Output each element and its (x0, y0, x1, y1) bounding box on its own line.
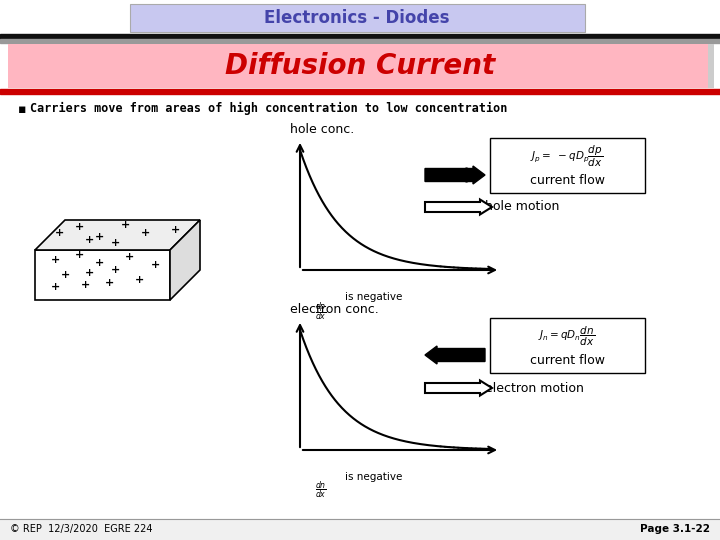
Text: © REP  12/3/2020  EGRE 224: © REP 12/3/2020 EGRE 224 (10, 524, 153, 534)
Bar (0, 34, 720, 39)
Text: +: + (105, 278, 114, 288)
Text: +: + (135, 275, 145, 285)
Text: +: + (95, 258, 104, 268)
Text: +: + (95, 232, 104, 242)
Text: +: + (76, 250, 85, 260)
Text: hole motion: hole motion (485, 200, 559, 213)
FancyArrow shape (425, 346, 485, 364)
Text: $\frac{dn}{dx}$: $\frac{dn}{dx}$ (315, 480, 327, 502)
Text: $J_p = \ -qD_p \dfrac{dp}{dx}$: $J_p = \ -qD_p \dfrac{dp}{dx}$ (531, 144, 603, 168)
Bar (0, 89, 720, 94)
Text: electron conc.: electron conc. (290, 303, 379, 316)
Bar (8, 44, 708, 88)
Text: +: + (110, 265, 120, 275)
Text: Diffusion Current: Diffusion Current (225, 52, 495, 80)
Text: +: + (81, 280, 89, 290)
Text: is negative: is negative (345, 292, 402, 302)
Text: +: + (125, 252, 135, 262)
Text: hole conc.: hole conc. (290, 123, 354, 136)
Text: electron motion: electron motion (485, 381, 584, 395)
Bar (490, 138, 645, 193)
Text: +: + (150, 260, 160, 270)
Text: +: + (55, 228, 65, 238)
FancyArrow shape (425, 199, 492, 214)
Text: current flow: current flow (529, 173, 605, 186)
Text: current flow: current flow (529, 354, 605, 367)
Text: +: + (86, 235, 94, 245)
Text: +: + (86, 268, 94, 278)
Text: $\frac{dp}{dx}$: $\frac{dp}{dx}$ (315, 300, 327, 323)
Bar (0, 39, 720, 43)
Text: +: + (171, 225, 179, 235)
Text: Electronics - Diodes: Electronics - Diodes (264, 9, 450, 27)
Text: +: + (50, 255, 60, 265)
Polygon shape (170, 220, 200, 300)
Bar (708, 44, 714, 88)
Text: +: + (120, 220, 130, 230)
Text: Page 3.1-22: Page 3.1-22 (640, 524, 710, 534)
Polygon shape (35, 250, 170, 300)
Text: is negative: is negative (345, 472, 402, 482)
FancyArrow shape (425, 166, 485, 184)
Text: $J_n = qD_n \dfrac{dn}{dx}$: $J_n = qD_n \dfrac{dn}{dx}$ (539, 325, 595, 348)
Text: ▪: ▪ (18, 103, 27, 116)
Text: +: + (60, 270, 70, 280)
Text: +: + (140, 228, 150, 238)
FancyArrow shape (425, 381, 492, 395)
Text: Carriers move from areas of high concentration to low concentration: Carriers move from areas of high concent… (30, 102, 508, 115)
Text: +: + (110, 238, 120, 248)
Text: +: + (76, 222, 85, 232)
Bar (0, 519, 720, 540)
Bar (490, 318, 645, 373)
Text: +: + (50, 282, 60, 292)
Bar (130, 4, 585, 32)
Polygon shape (35, 220, 200, 250)
